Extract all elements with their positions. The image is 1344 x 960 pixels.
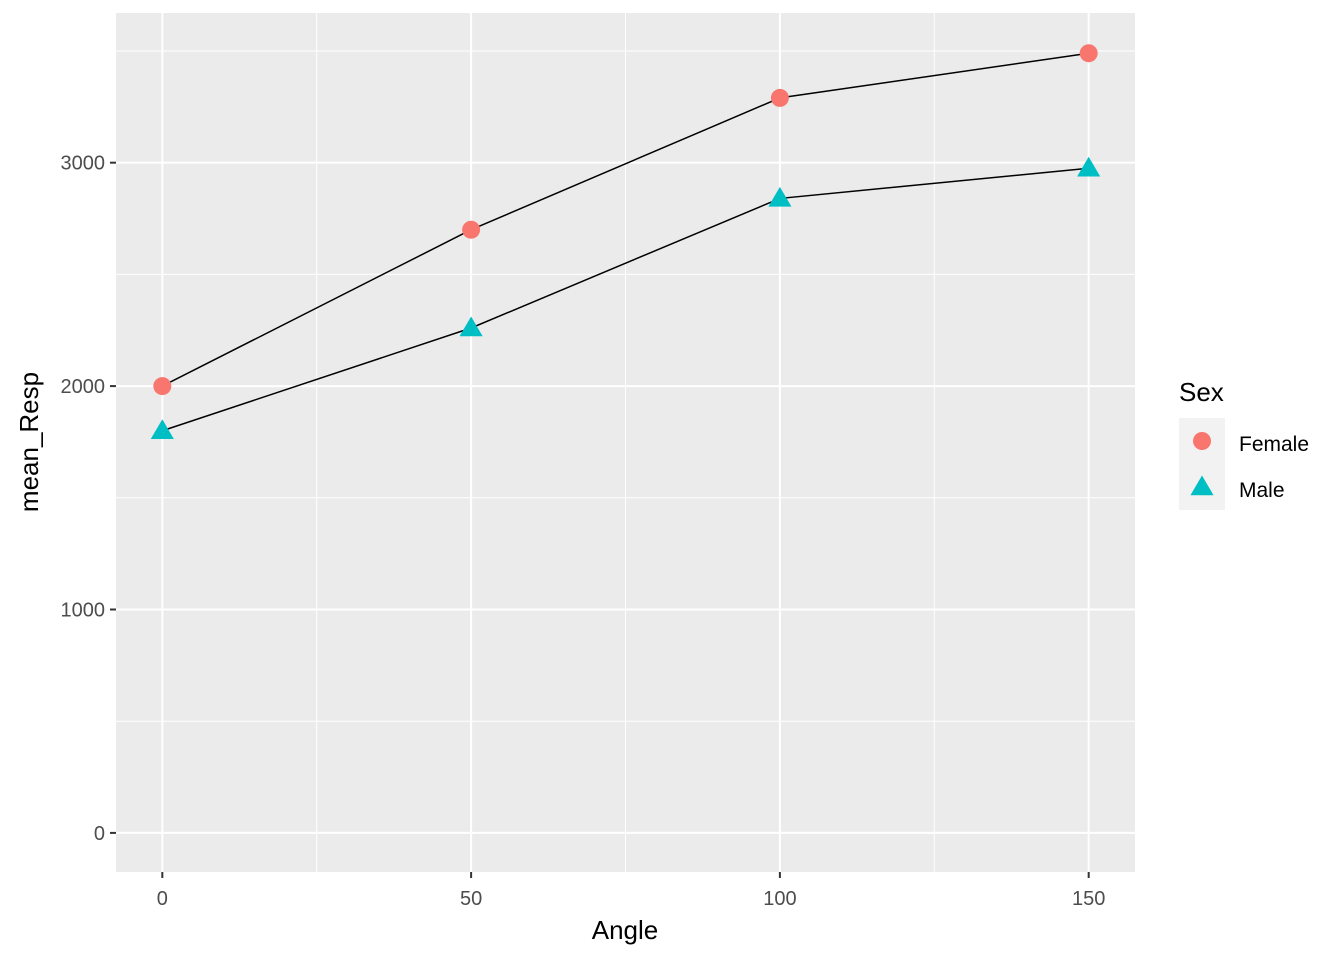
female-point [153, 377, 172, 396]
major-gridlines [116, 13, 1135, 872]
male-line [162, 167, 1089, 432]
y-tick-label: 1000 [61, 599, 106, 621]
legend-keys [1190, 432, 1214, 496]
tick-labels: 0 50 100 150 0 1000 2000 3000 [61, 153, 1106, 910]
x-axis-title: Angle [592, 915, 659, 945]
y-tick-label: 0 [94, 823, 105, 845]
male-point [1077, 156, 1101, 177]
x-tick-label: 50 [460, 888, 482, 910]
male-point [150, 419, 174, 440]
x-tick-label: 0 [157, 888, 168, 910]
y-axis-title: mean_Resp [14, 372, 44, 512]
female-point [462, 220, 481, 239]
minor-gridlines [116, 13, 1135, 872]
male-point [459, 316, 483, 337]
female-line [161, 52, 1089, 387]
legend-key-male-icon [1190, 475, 1214, 496]
axis-ticks [110, 161, 1090, 878]
x-tick-label: 100 [763, 888, 796, 910]
legend: Sex Female Male [1179, 377, 1309, 510]
male-point [768, 186, 792, 207]
series-lines [161, 52, 1089, 432]
female-point [770, 88, 789, 107]
legend-label-male: Male [1239, 479, 1285, 502]
series-points [150, 44, 1101, 440]
female-point [1079, 44, 1098, 63]
legend-label-female: Female [1239, 433, 1309, 456]
legend-title: Sex [1179, 377, 1224, 407]
y-tick-label: 2000 [61, 376, 106, 398]
legend-key-female-icon [1193, 432, 1211, 450]
y-tick-label: 3000 [61, 153, 106, 175]
x-tick-label: 150 [1072, 888, 1105, 910]
